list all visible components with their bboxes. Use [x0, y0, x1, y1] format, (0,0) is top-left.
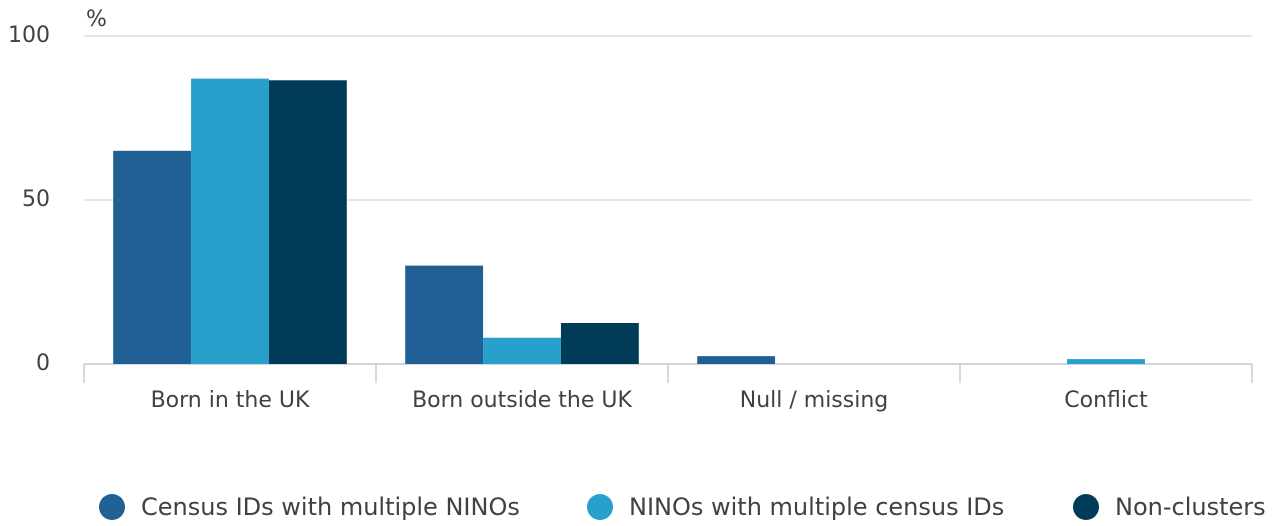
y-tick-label: 0: [36, 351, 50, 376]
legend-label: Census IDs with multiple NINOs: [141, 493, 520, 521]
legend-label: NINOs with multiple census IDs: [629, 493, 1004, 521]
bar: [483, 337, 561, 364]
y-tick-label: 50: [22, 187, 50, 212]
legend-label: Non-clusters: [1115, 493, 1266, 521]
legend-swatch: [1073, 494, 1099, 520]
x-tick-label: Born in the UK: [151, 388, 310, 413]
bar: [405, 265, 484, 364]
bar: [191, 78, 269, 364]
y-axis-unit: %: [86, 7, 107, 32]
legend-swatch: [99, 494, 125, 520]
x-tick-label: Conflict: [1064, 388, 1148, 413]
bar: [1067, 359, 1145, 364]
y-tick-label: 100: [8, 23, 50, 48]
x-tick-label: Born outside the UK: [412, 388, 632, 413]
bar: [268, 80, 347, 364]
bar: [697, 356, 776, 364]
legend-swatch: [587, 494, 613, 520]
bar: [560, 323, 639, 364]
x-tick-label: Null / missing: [740, 388, 889, 413]
bar: [113, 150, 192, 364]
